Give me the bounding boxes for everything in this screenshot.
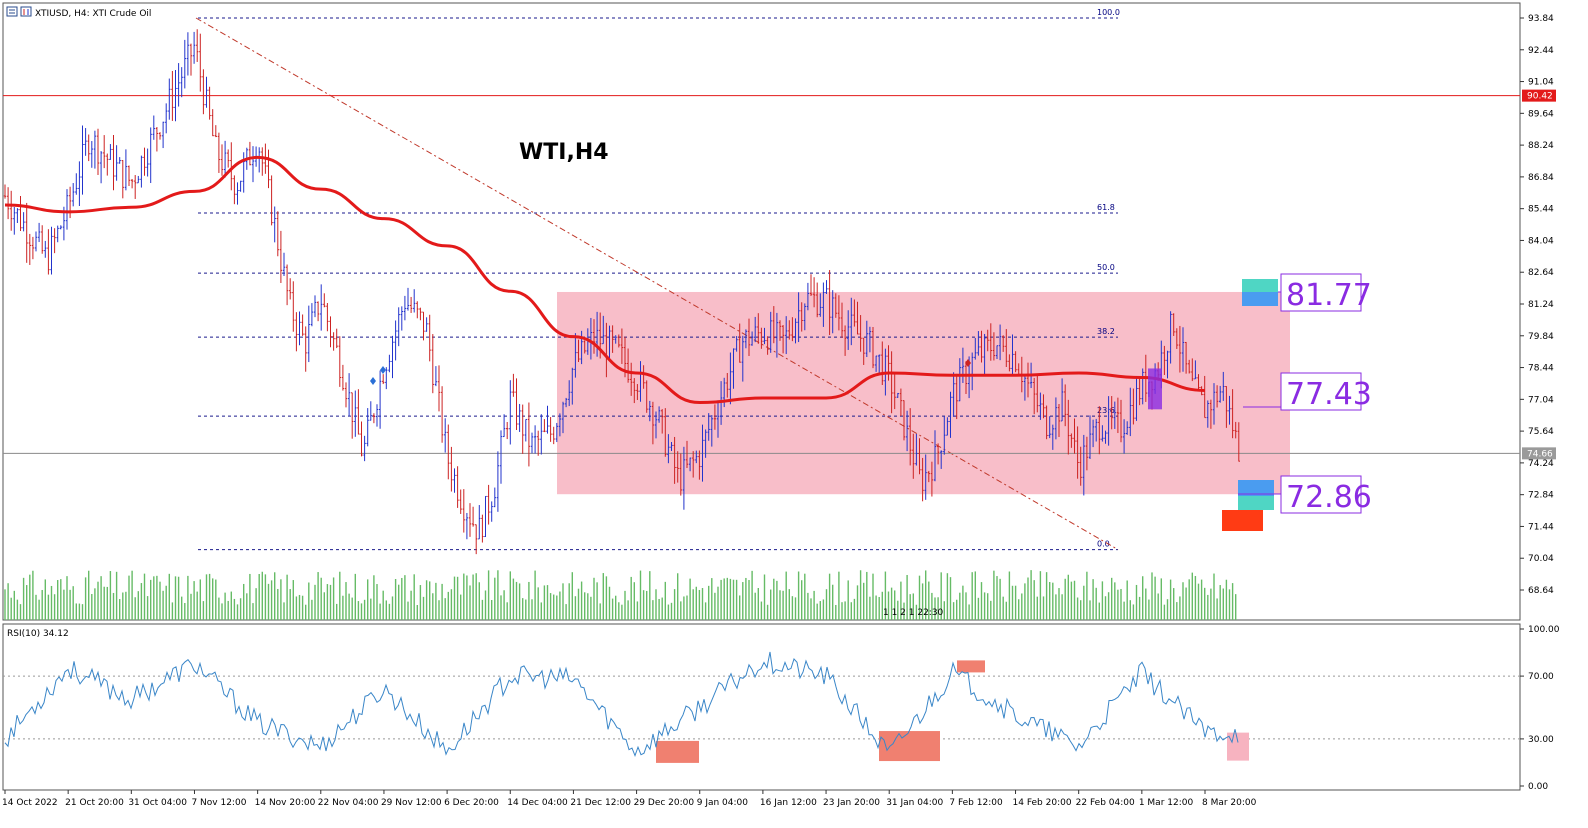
price-tick-label: 89.64 (1528, 109, 1554, 119)
price-tick-label: 86.84 (1528, 173, 1554, 183)
time-tick-label: 8 Mar 20:00 (1202, 798, 1257, 808)
upper-level-value: 81.77 (1286, 278, 1372, 313)
price-tick-label: 79.84 (1528, 332, 1554, 342)
chart-header: XTIUSD, H4: XTI Crude Oil (6, 6, 151, 19)
price-tick-label: 93.84 (1528, 14, 1554, 24)
time-tick-label: 22 Nov 04:00 (318, 798, 379, 808)
time-tick-label: 14 Feb 20:00 (1013, 798, 1072, 808)
lower-level-value: 72.86 (1286, 480, 1372, 515)
rsi-tick-label: 0.00 (1528, 782, 1548, 792)
time-tick-label: 31 Oct 04:00 (128, 798, 187, 808)
chart-label: WTI,H4 (519, 140, 609, 165)
rsi-overbought-zone (957, 660, 985, 673)
price-tick-label: 81.24 (1528, 300, 1554, 310)
time-tick-label: 23 Jan 20:00 (823, 798, 880, 808)
rsi-panel-frame (2, 623, 1521, 791)
middle-level-box (1280, 372, 1362, 411)
rsi-layer (3, 651, 1520, 763)
time-tick-label: 14 Dec 04:00 (507, 798, 568, 808)
time-tick-label: 9 Jan 04:00 (697, 798, 749, 808)
upper-marker-bottom (1242, 292, 1278, 306)
signal-arrow-icon (965, 359, 971, 367)
lower-marker-bottom (1238, 496, 1274, 510)
symbol-title: XTIUSD, H4: XTI Crude Oil (35, 9, 151, 19)
price-tick-label: 84.04 (1528, 236, 1554, 246)
signal-arrow-icon (370, 377, 376, 385)
rsi-label: RSI(10) 34.12 (7, 629, 69, 639)
highlight-marker (1148, 368, 1162, 410)
rsi-oversold-zone (656, 740, 699, 763)
marked-price-tag (1522, 89, 1556, 102)
fib-level-label: 61.8 (1097, 203, 1115, 212)
price-tick-label: 70.04 (1528, 554, 1554, 564)
rsi-line (4, 651, 1239, 757)
time-tick-label: 14 Oct 2022 (2, 798, 58, 808)
consolidation-range-box (557, 291, 1290, 495)
marked-price-tag-label: 90.42 (1527, 92, 1553, 102)
current-price-tag-label: 74.66 (1527, 449, 1553, 459)
price-tick-label: 68.64 (1528, 586, 1554, 596)
time-tick-label: 7 Nov 12:00 (191, 798, 246, 808)
price-tick-label: 78.44 (1528, 364, 1554, 374)
fibonacci-layer: 100.0 61.8 50.0 38.2 23.6 0.0 (3, 8, 1520, 551)
lower-level-box (1280, 475, 1362, 514)
time-tick-label: 31 Jan 04:00 (886, 798, 943, 808)
time-tick-label: 29 Dec 20:00 (634, 798, 695, 808)
time-tick-label: 7 Feb 12:00 (949, 798, 1003, 808)
price-tick-label: 88.24 (1528, 141, 1554, 151)
rsi-tick-label: 100.00 (1528, 625, 1560, 635)
rsi-tick-label: 70.00 (1528, 672, 1554, 682)
fib-level-label: 23.6 (1097, 406, 1115, 415)
fib-level-label: 38.2 (1097, 327, 1115, 336)
candle-layer (3, 29, 1240, 555)
price-tick-label: 82.64 (1528, 268, 1554, 278)
time-tick-label: 29 Nov 12:00 (381, 798, 442, 808)
time-tick-label: 16 Jan 12:00 (760, 798, 817, 808)
rsi-oversold-zone (879, 731, 940, 762)
moving-average-line (4, 155, 1206, 405)
fib-level-label: 100.0 (1097, 8, 1120, 17)
time-tick-label: 21 Dec 12:00 (570, 798, 631, 808)
axis-layer: 93.84 92.44 91.04 89.64 88.24 86.84 85.44 84.04… (2, 14, 1560, 808)
rsi-tick-label: 30.00 (1528, 735, 1554, 745)
rsi-current-zone (1227, 732, 1249, 761)
price-tick-label: 75.64 (1528, 427, 1554, 437)
time-tick-label: 22 Feb 04:00 (1076, 798, 1135, 808)
price-tick-label: 72.84 (1528, 491, 1554, 501)
level-callouts: 81.77 77.43 72.86 (1222, 273, 1372, 531)
moving-average-layer (4, 155, 1206, 405)
range-box-layer (557, 291, 1290, 495)
volume-layer (4, 570, 1237, 620)
time-tick-label: 6 Dec 20:00 (444, 798, 499, 808)
price-tick-label: 91.04 (1528, 78, 1554, 88)
fib-level-label: 0.0 (1097, 540, 1110, 549)
lower-marker-top (1238, 480, 1274, 496)
middle-level-value: 77.43 (1286, 377, 1372, 412)
upper-level-box (1280, 273, 1362, 312)
chart-type-icon[interactable] (20, 6, 32, 17)
price-tick-label: 77.04 (1528, 395, 1554, 405)
menu-icon[interactable] (6, 6, 18, 17)
fib-trend-line (195, 17, 1119, 551)
price-tick-label: 74.24 (1528, 459, 1554, 469)
upper-marker-top (1242, 279, 1278, 292)
breakout-marker (1222, 510, 1263, 531)
fib-level-label: 50.0 (1097, 263, 1115, 272)
price-tick-label: 92.44 (1528, 46, 1554, 56)
time-tick-label: 1 Mar 12:00 (1139, 798, 1194, 808)
price-tick-label: 71.44 (1528, 522, 1554, 532)
price-tick-label: 85.44 (1528, 205, 1554, 215)
current-price-tag (1522, 447, 1556, 460)
signal-arrow-icon (380, 366, 386, 374)
time-tick-label: 14 Nov 20:00 (255, 798, 316, 808)
session-labels: 1 1 2 1 22:30 (883, 608, 944, 618)
time-tick-label: 21 Oct 20:00 (65, 798, 124, 808)
overlay-layer (370, 359, 1162, 410)
